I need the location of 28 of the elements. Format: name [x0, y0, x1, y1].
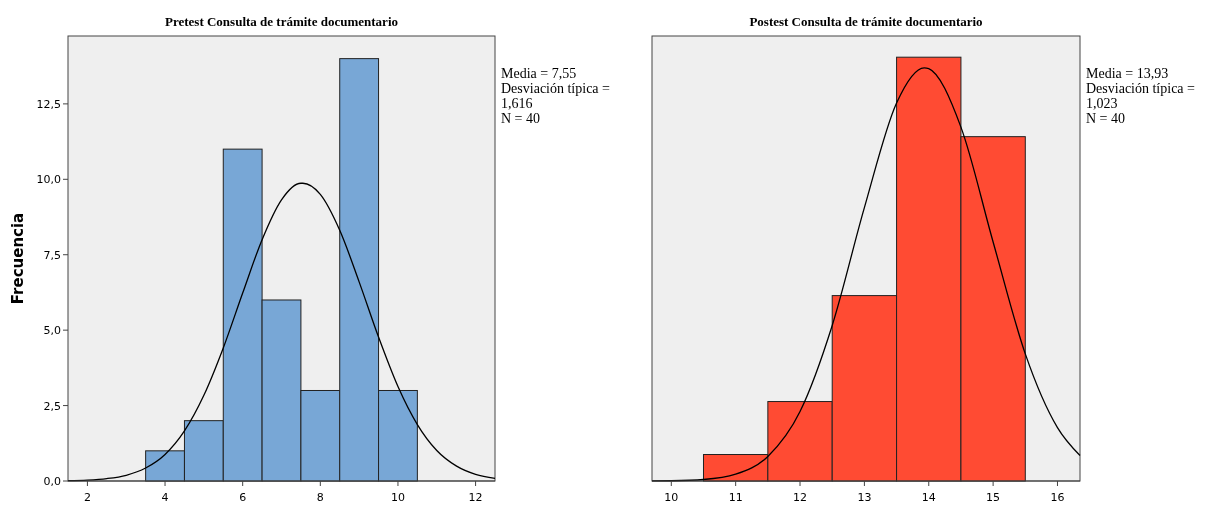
text: Desviación típica = 1,616 [501, 81, 611, 111]
text: Media = 7,55 [501, 66, 577, 81]
x-tick-label: 4 [161, 491, 169, 504]
text: Media = 13,93 [1086, 66, 1169, 81]
y-tick-label: 0,0 [43, 475, 61, 488]
y-tick-label: 2,5 [43, 399, 61, 413]
x-tick-label: 12 [793, 491, 808, 504]
y-axis-title: Frecuencia [9, 212, 27, 305]
x-tick-label: 15 [986, 491, 1001, 504]
x-tick-label: 14 [921, 491, 936, 504]
text: N = 40 [1086, 111, 1126, 126]
text: N = 40 [501, 111, 541, 126]
x-tick-label: 10 [664, 491, 679, 504]
y-tick-label: 12,5 [36, 97, 61, 111]
text: Desviación típica = 1,023 [1086, 81, 1196, 111]
y-tick-label: 7,5 [43, 248, 61, 262]
x-tick-label: 13 [857, 491, 872, 504]
x-tick-label: 8 [316, 491, 324, 504]
x-tick-label: 11 [728, 491, 743, 504]
y-tick-label: 10,0 [36, 173, 61, 187]
x-tick-label: 16 [1050, 491, 1065, 504]
x-tick-label: 6 [239, 491, 247, 504]
chart-title: Postest Consulta de trámite documentario [749, 14, 983, 29]
chart-title: Pretest Consulta de trámite documentario [165, 14, 398, 29]
x-tick-label: 10 [390, 491, 405, 504]
x-tick-label: 12 [468, 491, 483, 504]
x-tick-label: 2 [83, 491, 91, 504]
y-tick-label: 5,0 [43, 324, 61, 338]
